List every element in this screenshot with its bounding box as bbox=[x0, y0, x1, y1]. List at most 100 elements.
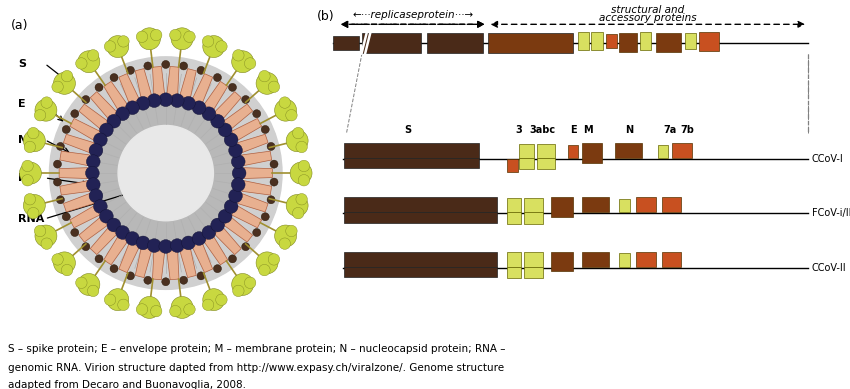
Circle shape bbox=[286, 109, 298, 121]
Circle shape bbox=[62, 213, 71, 221]
Bar bbox=[344, 212, 497, 223]
Circle shape bbox=[87, 155, 100, 168]
Circle shape bbox=[139, 28, 161, 50]
Circle shape bbox=[144, 276, 152, 284]
Circle shape bbox=[62, 126, 71, 133]
Circle shape bbox=[54, 160, 61, 168]
Polygon shape bbox=[204, 235, 228, 265]
Circle shape bbox=[61, 70, 73, 82]
Polygon shape bbox=[79, 217, 108, 242]
Text: M: M bbox=[583, 125, 593, 135]
Polygon shape bbox=[214, 227, 241, 254]
Polygon shape bbox=[64, 193, 94, 212]
Bar bbox=[661, 252, 682, 266]
Circle shape bbox=[184, 304, 196, 315]
Circle shape bbox=[159, 93, 173, 107]
Bar bbox=[507, 212, 521, 224]
Bar bbox=[507, 198, 521, 212]
Circle shape bbox=[171, 296, 193, 319]
Circle shape bbox=[241, 96, 250, 103]
Circle shape bbox=[184, 31, 196, 42]
Circle shape bbox=[162, 60, 170, 68]
Circle shape bbox=[110, 74, 118, 82]
Circle shape bbox=[218, 123, 232, 137]
Polygon shape bbox=[135, 247, 152, 278]
Text: adapted from Decaro and Buonavoglia, 2008.: adapted from Decaro and Buonavoglia, 200… bbox=[8, 380, 246, 389]
Circle shape bbox=[270, 178, 278, 186]
Polygon shape bbox=[135, 68, 152, 99]
Circle shape bbox=[82, 243, 90, 251]
Circle shape bbox=[279, 97, 291, 108]
Bar bbox=[592, 32, 603, 50]
Text: CCoV-II: CCoV-II bbox=[812, 263, 846, 273]
Bar bbox=[524, 212, 543, 224]
Circle shape bbox=[269, 81, 280, 93]
Circle shape bbox=[286, 225, 298, 237]
Bar bbox=[606, 34, 617, 48]
Bar bbox=[344, 252, 497, 266]
Polygon shape bbox=[232, 118, 262, 141]
Polygon shape bbox=[238, 134, 268, 153]
Circle shape bbox=[216, 294, 227, 305]
Circle shape bbox=[147, 94, 162, 107]
Text: N: N bbox=[18, 173, 27, 183]
Circle shape bbox=[170, 239, 184, 252]
Circle shape bbox=[229, 189, 242, 203]
Circle shape bbox=[147, 239, 162, 252]
Circle shape bbox=[275, 225, 297, 247]
Circle shape bbox=[256, 252, 278, 274]
Circle shape bbox=[261, 126, 269, 133]
Text: S – spike protein; E – envelope protein; M – membrane protein; N – nucleocapsid : S – spike protein; E – envelope protein;… bbox=[8, 344, 506, 354]
Bar bbox=[655, 33, 682, 52]
Bar bbox=[362, 33, 422, 53]
Circle shape bbox=[232, 51, 253, 73]
Circle shape bbox=[298, 175, 309, 186]
Text: 3: 3 bbox=[515, 125, 522, 135]
Circle shape bbox=[127, 67, 134, 74]
Circle shape bbox=[117, 36, 129, 47]
Polygon shape bbox=[64, 134, 94, 153]
Text: S: S bbox=[404, 125, 411, 135]
Polygon shape bbox=[104, 235, 128, 265]
Circle shape bbox=[61, 265, 73, 276]
Bar bbox=[685, 33, 696, 49]
Polygon shape bbox=[60, 151, 90, 166]
Circle shape bbox=[232, 273, 253, 295]
Circle shape bbox=[286, 194, 308, 216]
Circle shape bbox=[245, 277, 256, 289]
Circle shape bbox=[267, 196, 275, 204]
Bar bbox=[344, 197, 497, 212]
Circle shape bbox=[105, 41, 116, 52]
Circle shape bbox=[54, 178, 61, 186]
Bar bbox=[699, 32, 718, 51]
Circle shape bbox=[35, 225, 57, 247]
Text: (a): (a) bbox=[11, 19, 29, 32]
Circle shape bbox=[127, 272, 134, 280]
Circle shape bbox=[22, 160, 33, 172]
Circle shape bbox=[256, 72, 278, 94]
Text: N: N bbox=[626, 125, 634, 135]
Circle shape bbox=[86, 166, 99, 180]
Bar bbox=[661, 197, 682, 212]
Circle shape bbox=[232, 166, 246, 180]
Circle shape bbox=[76, 58, 87, 69]
Bar bbox=[615, 143, 642, 158]
Circle shape bbox=[76, 277, 87, 289]
Circle shape bbox=[126, 101, 139, 115]
Circle shape bbox=[52, 81, 63, 93]
Polygon shape bbox=[214, 92, 241, 119]
Polygon shape bbox=[60, 180, 90, 195]
Text: accessory proteins: accessory proteins bbox=[599, 13, 696, 23]
Circle shape bbox=[88, 50, 99, 61]
Circle shape bbox=[229, 255, 236, 263]
Circle shape bbox=[71, 228, 79, 237]
Circle shape bbox=[231, 178, 245, 191]
Circle shape bbox=[126, 231, 139, 245]
Bar bbox=[582, 252, 609, 266]
Circle shape bbox=[41, 238, 53, 249]
Circle shape bbox=[52, 254, 63, 265]
Circle shape bbox=[216, 41, 227, 52]
Circle shape bbox=[231, 155, 245, 168]
Bar bbox=[636, 197, 655, 212]
Circle shape bbox=[179, 276, 188, 284]
